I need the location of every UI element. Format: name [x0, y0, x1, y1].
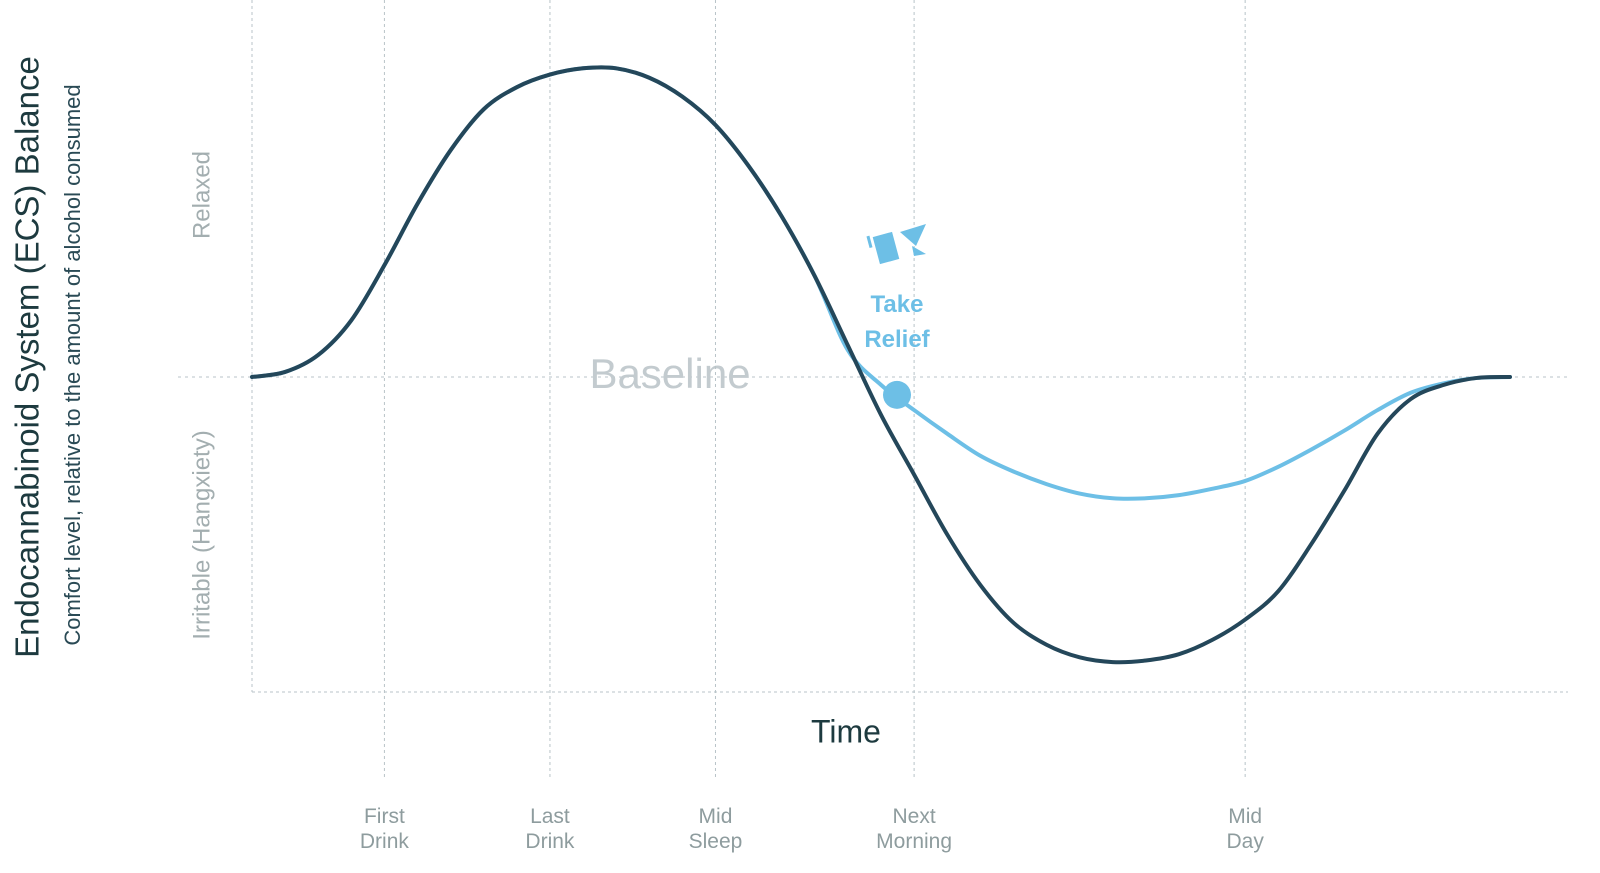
relief-icon [866, 224, 926, 265]
x-axis-label: Time [811, 713, 881, 749]
line [250, 65, 1512, 501]
annotation-label: Take Relief [864, 291, 930, 353]
x-tick-label: First Drink [359, 805, 409, 853]
x-tick-label: Last Drink [525, 805, 575, 853]
baseline-label: Baseline [589, 350, 750, 397]
x-tick-label: Next Morning [876, 805, 953, 853]
x-tick-label: Mid Sleep [688, 805, 743, 853]
annotation-dot [883, 380, 911, 409]
upper-label: Relaxed [188, 151, 215, 239]
x-tick-label: Mid Day [1226, 805, 1264, 853]
chart-subtitle: Comfort level, relative to the amount of… [60, 84, 85, 645]
lower-label: Irritable (Hangxiety) [188, 430, 215, 639]
chart-title: Endocannabinoid System (ECS) Balance [9, 56, 46, 658]
line [250, 65, 1512, 665]
